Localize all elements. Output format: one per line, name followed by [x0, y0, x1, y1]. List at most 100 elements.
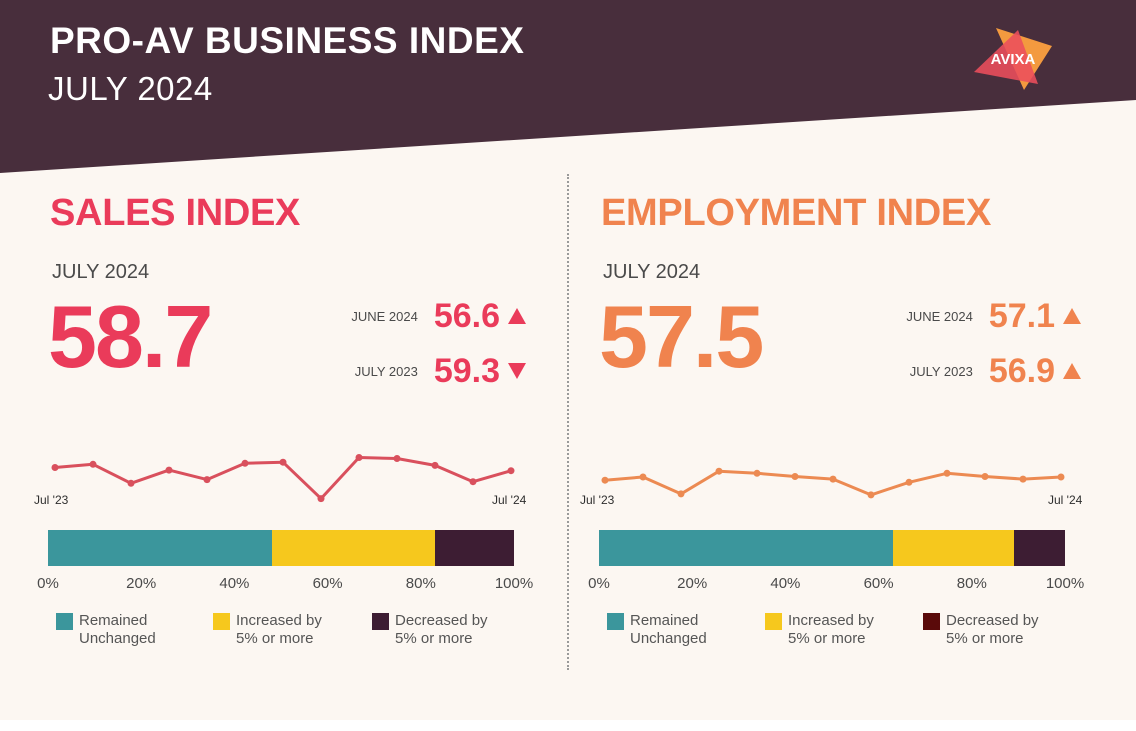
comparison-label: JULY 2023 — [354, 363, 418, 379]
segment-remained — [48, 530, 272, 566]
data-point-0 — [51, 464, 59, 471]
employment-current-label: JULY 2024 — [603, 261, 701, 283]
data-point-4 — [203, 476, 211, 484]
tick-label: 0% — [37, 575, 59, 592]
dark-swatch-icon — [372, 613, 389, 630]
legend-increased: Increased by 5% or more — [213, 612, 322, 648]
data-point-6 — [279, 458, 287, 466]
data-point-3 — [715, 467, 723, 475]
comparison-label: JUNE 2024 — [351, 308, 418, 324]
segment-increased — [271, 530, 435, 566]
data-point-12 — [507, 467, 515, 475]
employment-title: EMPLOYMENT INDEX — [601, 192, 992, 234]
yellow-swatch-icon — [765, 613, 782, 630]
data-point-6 — [829, 475, 837, 483]
employment-axis-ticks: 0% 20% 40% 60% 80% 100% — [588, 575, 1084, 595]
teal-swatch-icon — [56, 613, 73, 630]
tick-label: 20% — [126, 575, 157, 592]
segment-remained — [599, 530, 893, 566]
comparison-value: 56.6 — [433, 297, 500, 335]
employment-current-value: 57.5 — [599, 287, 764, 386]
data-point-3 — [165, 466, 173, 474]
data-point-12 — [1057, 473, 1065, 481]
legend-label: Decreased by 5% or more — [946, 612, 1039, 647]
up-arrow-icon — [1063, 363, 1081, 379]
dark-swatch-icon — [923, 613, 940, 630]
data-point-11 — [469, 478, 477, 486]
comparison-label: JUNE 2024 — [906, 308, 973, 324]
legend-remained: Remained Unchanged — [56, 612, 156, 648]
data-point-11 — [1019, 475, 1027, 483]
down-arrow-icon — [508, 363, 526, 379]
sales-start-label: Jul '23 — [34, 493, 69, 507]
legend-remained: Remained Unchanged — [607, 612, 707, 648]
data-point-8 — [355, 454, 363, 461]
legend-label: Remained Unchanged — [79, 612, 156, 647]
employment-comparison-june: JUNE 2024 57.1 — [906, 296, 1081, 336]
sales-end-label: Jul '24 — [492, 493, 527, 507]
comparison-label: JULY 2023 — [909, 363, 973, 379]
section-divider — [567, 174, 569, 670]
segment-increased — [892, 530, 1014, 566]
legend-label: Increased by 5% or more — [236, 612, 322, 647]
tick-label: 100% — [494, 575, 534, 592]
tick-label: 80% — [405, 575, 436, 592]
banner-shape — [0, 0, 1136, 173]
data-point-9 — [943, 469, 951, 477]
data-point-7 — [867, 491, 875, 499]
tick-label: 60% — [863, 575, 894, 592]
comparison-value: 57.1 — [988, 297, 1055, 335]
logo-triangle-front — [974, 30, 1038, 84]
data-point-0 — [601, 476, 609, 484]
tick-label: 80% — [956, 575, 987, 592]
tick-label: 100% — [1045, 575, 1085, 592]
data-point-10 — [431, 461, 439, 469]
employment-comparison-july: JULY 2023 56.9 — [910, 351, 1081, 391]
up-arrow-icon — [508, 308, 526, 324]
legend-label: Remained Unchanged — [630, 612, 707, 647]
logo-text: AVIXA — [991, 51, 1036, 68]
data-point-1 — [639, 473, 647, 481]
data-point-9 — [393, 455, 401, 462]
data-point-5 — [241, 459, 249, 467]
comparison-value: 59.3 — [433, 352, 500, 390]
legend-label: Increased by 5% or more — [788, 612, 874, 647]
sales-axis-ticks: 0% 20% 40% 60% 80% 100% — [37, 575, 533, 595]
legend-increased: Increased by 5% or more — [765, 612, 874, 648]
header-banner — [0, 0, 1136, 173]
employment-end-label: Jul '24 — [1048, 493, 1083, 507]
comparison-value: 56.9 — [988, 352, 1055, 390]
legend-label: Decreased by 5% or more — [395, 612, 488, 647]
page-title: PRO-AV BUSINESS INDEX — [50, 20, 525, 61]
legend-decreased: Decreased by 5% or more — [372, 612, 488, 648]
sales-title: SALES INDEX — [50, 192, 301, 234]
up-arrow-icon — [1063, 308, 1081, 324]
employment-distribution-bar — [599, 530, 1065, 566]
teal-swatch-icon — [607, 613, 624, 630]
sales-sparkline — [51, 454, 515, 503]
yellow-swatch-icon — [213, 613, 230, 630]
sales-current-value: 58.7 — [48, 287, 213, 386]
tick-label: 0% — [588, 575, 610, 592]
tick-label: 40% — [219, 575, 250, 592]
tick-label: 40% — [770, 575, 801, 592]
page-subtitle: JULY 2024 — [48, 70, 213, 107]
data-point-2 — [127, 479, 135, 487]
data-point-10 — [981, 473, 989, 480]
data-point-1 — [89, 460, 97, 468]
tick-label: 20% — [677, 575, 708, 592]
series-line — [604, 469, 1062, 497]
data-point-7 — [317, 495, 325, 503]
data-point-8 — [905, 478, 913, 486]
legend-decreased: Decreased by 5% or more — [923, 612, 1039, 648]
data-point-5 — [791, 473, 799, 480]
data-point-2 — [677, 490, 685, 498]
sales-distribution-bar — [48, 530, 514, 566]
avixa-logo: AVIXA — [974, 28, 1052, 90]
employment-start-label: Jul '23 — [580, 493, 615, 507]
data-point-4 — [753, 469, 761, 477]
segment-decreased — [434, 530, 514, 566]
tick-label: 60% — [312, 575, 343, 592]
segment-decreased — [1013, 530, 1065, 566]
